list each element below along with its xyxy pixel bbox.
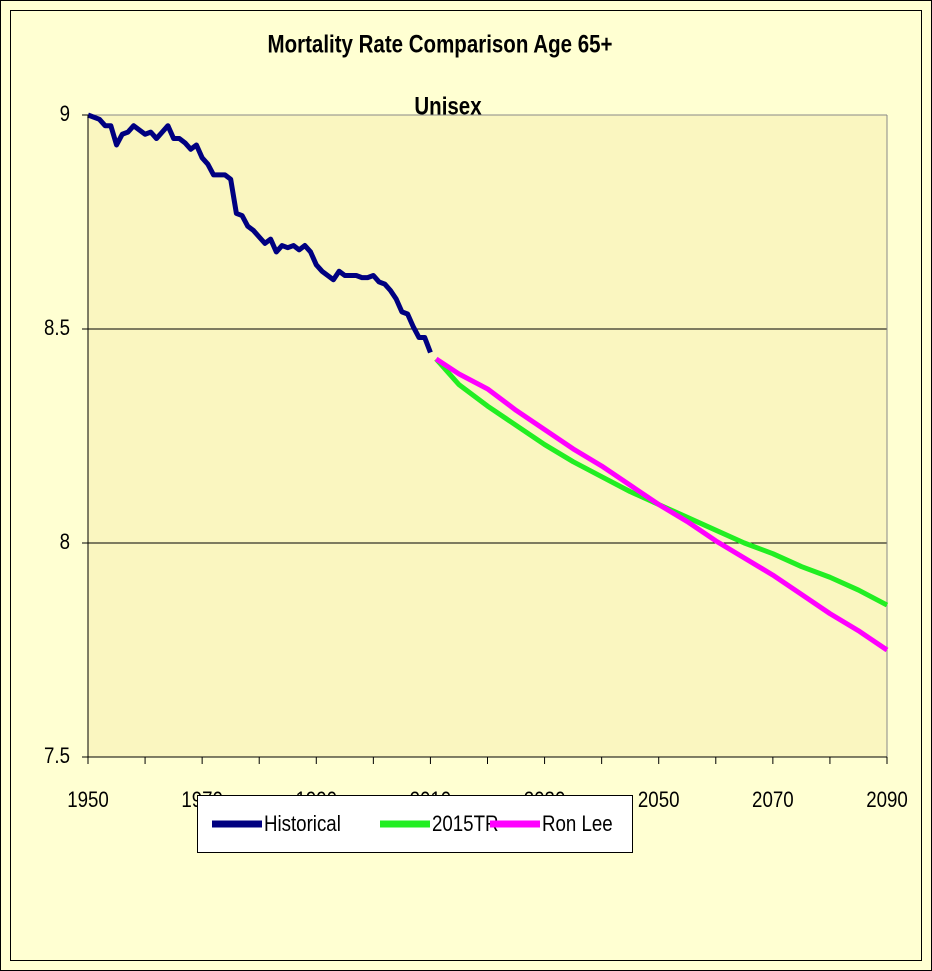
x-tick-label: 1950 (67, 788, 109, 812)
x-tick-label: 2090 (866, 788, 908, 812)
series-line (87, 112, 433, 354)
x-tick-label: 2050 (638, 788, 680, 812)
y-tick-label: 8 (60, 530, 70, 554)
series-line (434, 356, 889, 653)
x-tick-label: 2070 (752, 788, 794, 812)
chart-title: Mortality Rate Comparison Age 65+ (268, 30, 613, 58)
chart-subtitle: Unisex (414, 92, 481, 120)
y-tick-label: 8.5 (44, 316, 70, 340)
y-tick-label: 7.5 (44, 744, 70, 768)
plot-area (88, 115, 887, 757)
legend-label: 2015TR (432, 812, 499, 836)
legend-label: Ron Lee (542, 812, 613, 836)
legend: Historical 2015TR Ron Lee (212, 812, 613, 836)
y-tick-label: 9 (60, 102, 70, 126)
lines (87, 112, 889, 653)
legend-label: Historical (264, 812, 341, 836)
